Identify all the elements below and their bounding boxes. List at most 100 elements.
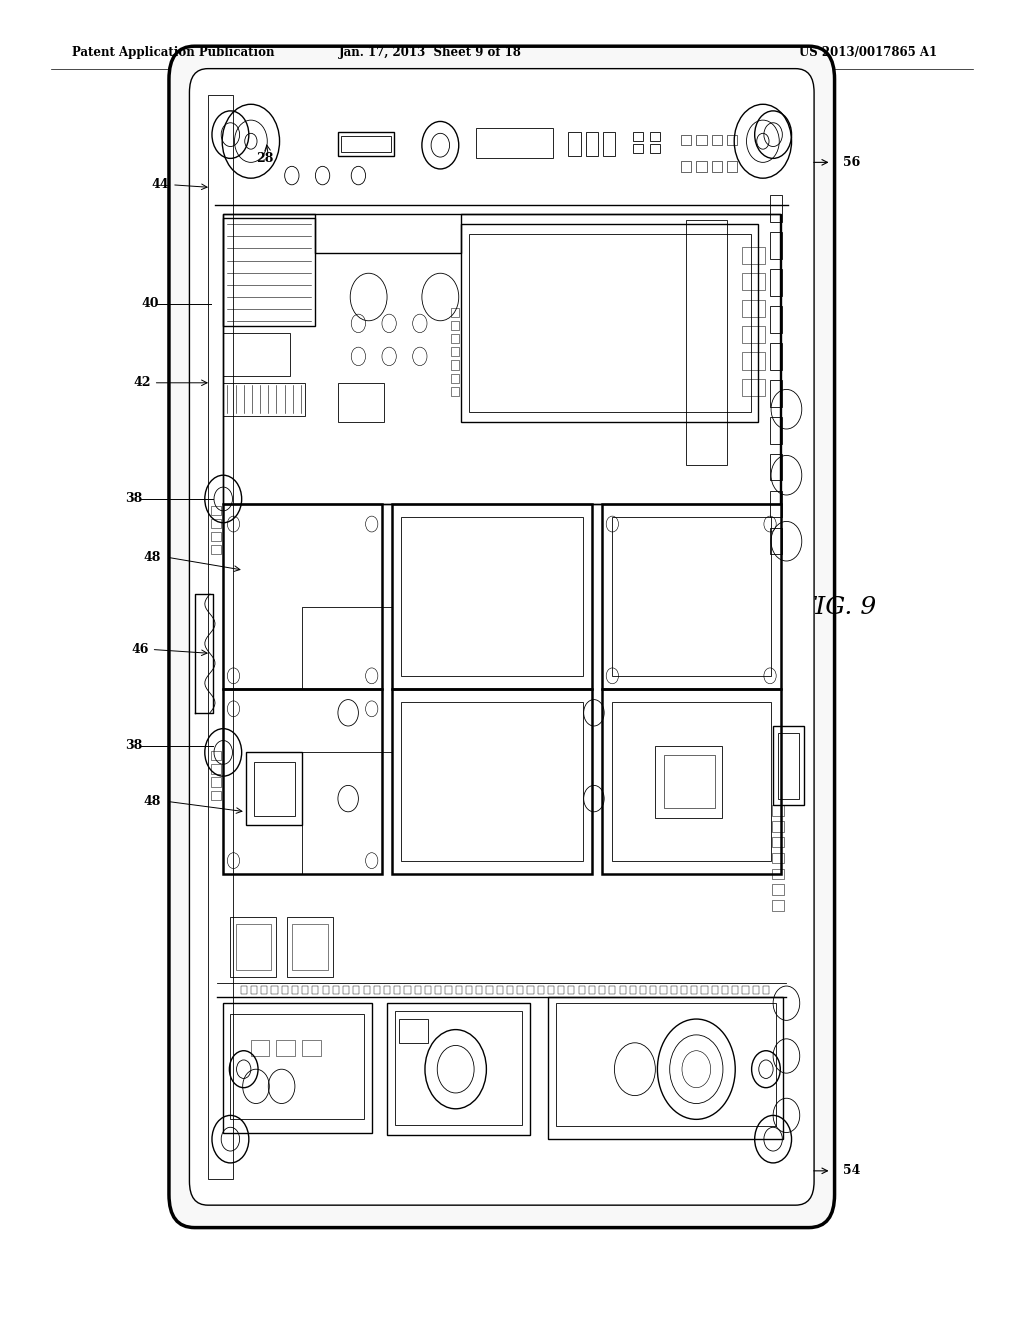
Bar [579,986,585,994]
Bar [770,269,782,296]
Bar [742,986,749,994]
Bar [302,986,308,994]
Bar [341,136,391,152]
Bar [770,380,782,407]
Bar [497,986,503,994]
Bar [241,986,247,994]
Bar [451,374,459,383]
Bar [691,986,697,994]
Bar [722,986,728,994]
Bar [609,986,615,994]
Bar [681,135,691,145]
Bar [230,917,276,977]
Bar [650,986,656,994]
Bar [254,762,295,816]
Bar [681,986,687,994]
Bar [425,986,431,994]
Bar [445,986,452,994]
Bar [681,161,691,172]
Bar [401,702,583,861]
Bar [742,326,765,343]
Bar [602,689,781,874]
Bar [568,986,574,994]
Bar [230,1014,364,1119]
Bar [548,997,783,1139]
Bar [223,504,382,689]
Bar [211,751,221,760]
Bar [773,726,804,805]
Bar [558,986,564,994]
Bar [399,1019,428,1043]
Bar [211,506,221,515]
Bar [276,1040,295,1056]
Bar [770,195,782,222]
Text: 42: 42 [133,376,151,389]
Bar [732,986,738,994]
Bar [770,528,782,554]
Bar [282,986,288,994]
Bar [292,986,298,994]
FancyBboxPatch shape [169,46,835,1228]
Bar [712,161,722,172]
Text: 38: 38 [125,739,142,752]
Bar [236,924,271,970]
Bar [770,343,782,370]
Bar [517,986,523,994]
Bar [772,869,784,879]
Bar [451,321,459,330]
Bar [696,135,707,145]
Bar [770,232,782,259]
Bar [338,132,394,156]
Bar [211,519,221,528]
Bar [772,821,784,832]
Bar [353,986,359,994]
Bar [660,986,667,994]
Bar [223,383,305,416]
Bar [333,986,339,994]
Bar [486,986,493,994]
Bar [451,360,459,370]
Bar [392,504,592,689]
Bar [246,752,302,825]
Bar [251,1040,269,1056]
Bar [451,334,459,343]
Bar [456,986,462,994]
Bar [292,924,328,970]
Bar [599,986,605,994]
Bar [223,1003,372,1133]
Text: Patent Application Publication: Patent Application Publication [72,46,274,59]
Bar [435,986,441,994]
Bar [640,986,646,994]
FancyBboxPatch shape [189,69,814,1205]
Bar [223,218,315,326]
Bar [476,986,482,994]
Bar [772,805,784,816]
Bar [568,132,581,156]
Bar [261,986,267,994]
Bar [395,1011,522,1125]
Bar [671,986,677,994]
Bar [223,333,290,376]
Bar [630,986,636,994]
Text: 54: 54 [843,1164,860,1177]
Bar [476,128,553,158]
Bar [302,1040,321,1056]
Bar [401,517,583,676]
Bar [211,777,221,787]
Bar [394,986,400,994]
Bar [742,352,765,370]
Text: 44: 44 [152,178,169,191]
Bar [742,273,765,290]
Bar [374,986,380,994]
Bar [548,986,554,994]
Bar [770,454,782,480]
Bar [612,702,771,861]
Bar [620,986,626,994]
Bar [772,884,784,895]
Bar [556,1003,776,1126]
Bar [712,986,718,994]
Text: 48: 48 [143,550,161,564]
Bar [633,132,643,141]
Bar [763,986,769,994]
Bar [589,986,595,994]
